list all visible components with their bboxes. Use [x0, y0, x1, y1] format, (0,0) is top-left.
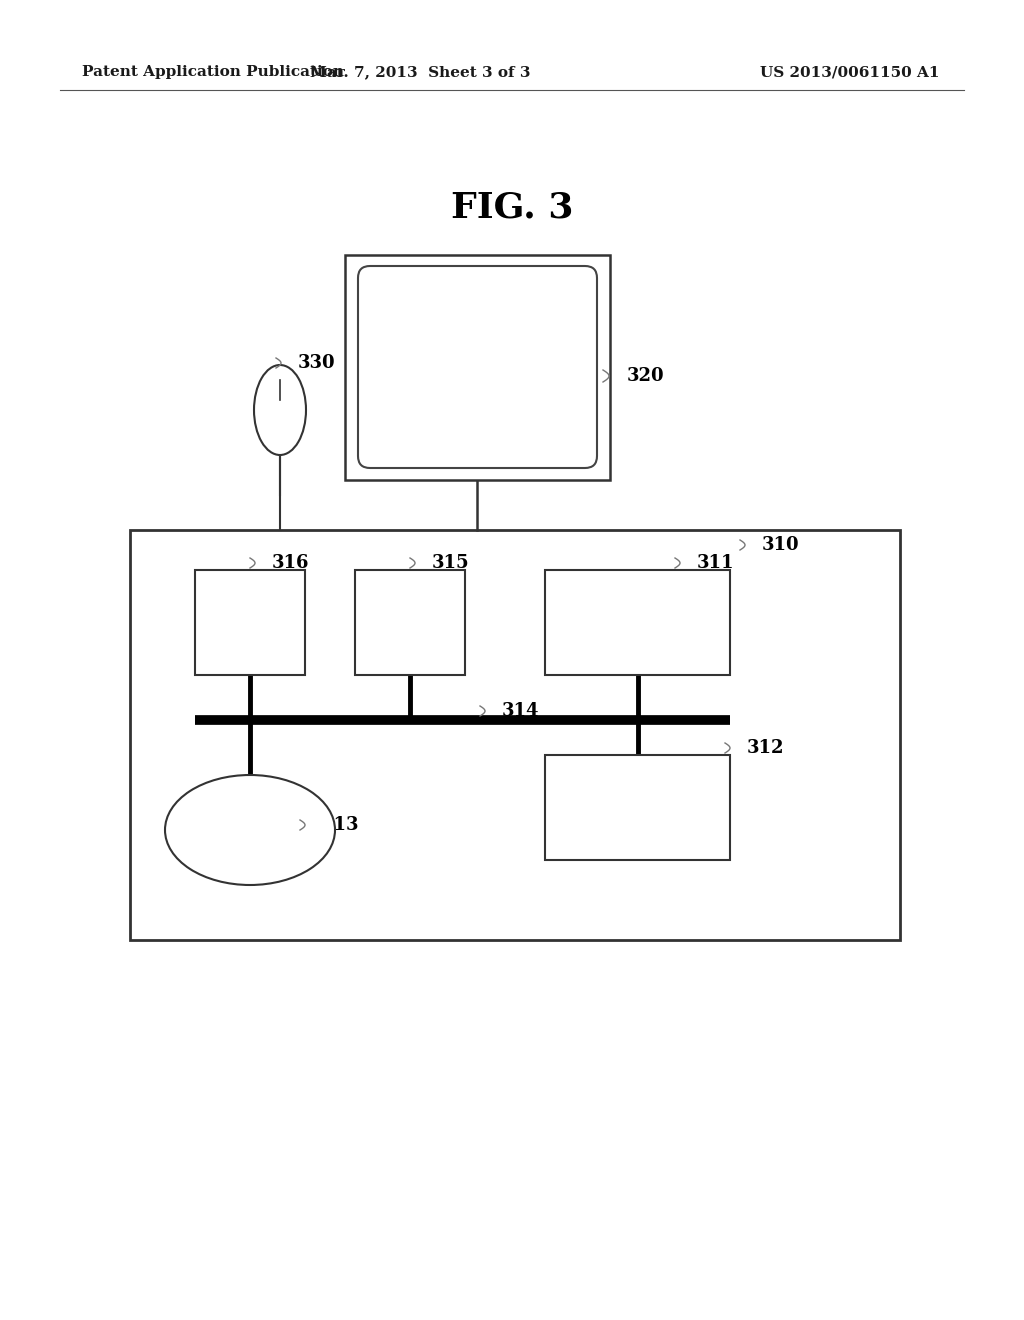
- Text: 316: 316: [272, 554, 309, 572]
- Bar: [545, 570, 730, 675]
- Ellipse shape: [254, 366, 306, 455]
- Text: 310: 310: [762, 536, 800, 554]
- Ellipse shape: [165, 775, 335, 884]
- FancyBboxPatch shape: [358, 267, 597, 469]
- Text: 330: 330: [298, 354, 336, 372]
- Text: 311: 311: [697, 554, 734, 572]
- Text: 313: 313: [322, 816, 359, 834]
- Bar: [345, 255, 610, 480]
- Text: US 2013/0061150 A1: US 2013/0061150 A1: [761, 65, 940, 79]
- Text: 315: 315: [432, 554, 470, 572]
- Text: Mar. 7, 2013  Sheet 3 of 3: Mar. 7, 2013 Sheet 3 of 3: [309, 65, 530, 79]
- Text: 314: 314: [502, 702, 540, 719]
- Bar: [195, 570, 305, 675]
- Text: Patent Application Publication: Patent Application Publication: [82, 65, 344, 79]
- Bar: [545, 755, 730, 861]
- Text: FIG. 3: FIG. 3: [451, 191, 573, 224]
- Text: 320: 320: [627, 367, 665, 385]
- Text: 312: 312: [746, 739, 784, 756]
- Bar: [130, 531, 900, 940]
- Bar: [355, 570, 465, 675]
